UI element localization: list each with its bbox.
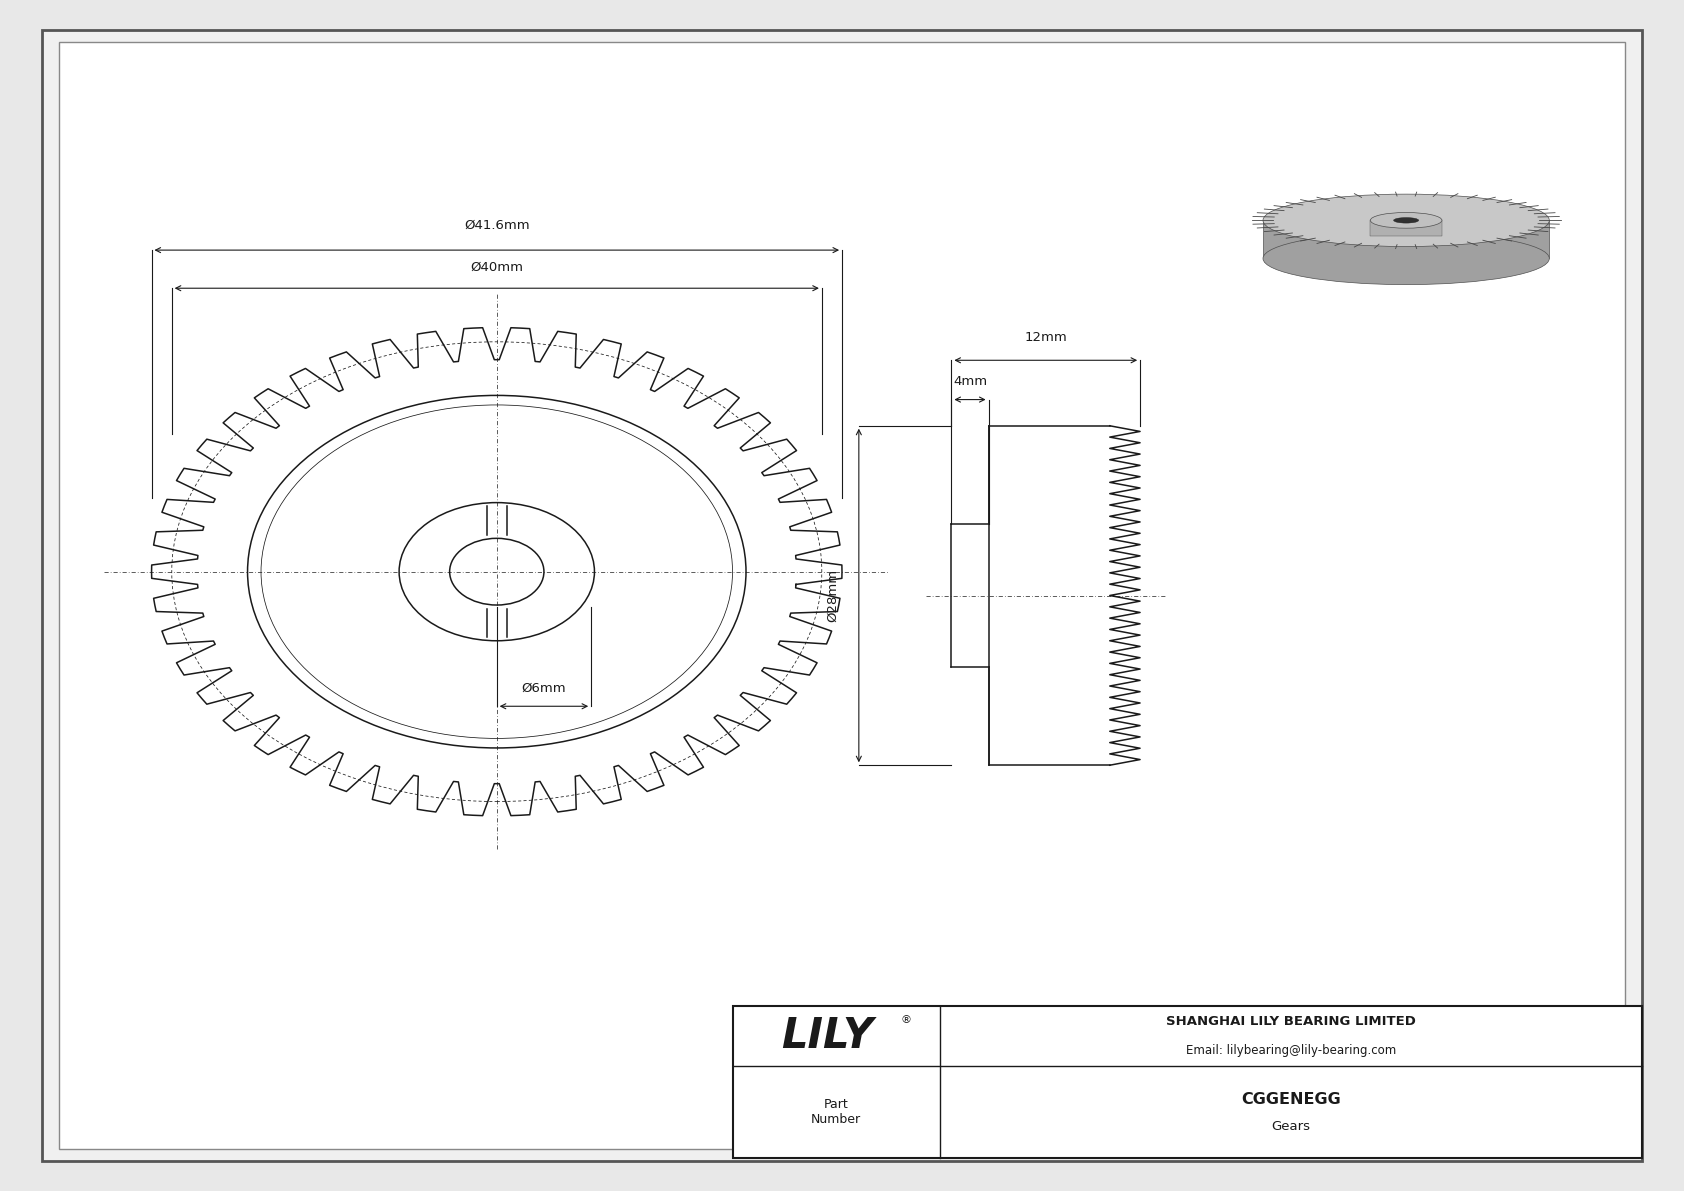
Ellipse shape [1263, 194, 1549, 247]
Text: Ø28mm: Ø28mm [825, 569, 839, 622]
Ellipse shape [1394, 218, 1418, 223]
Ellipse shape [1263, 232, 1549, 285]
Text: Ø6mm: Ø6mm [522, 681, 566, 694]
Text: Ø40mm: Ø40mm [470, 261, 524, 274]
Ellipse shape [1371, 212, 1442, 229]
Text: ®: ® [901, 1015, 911, 1024]
Text: 4mm: 4mm [953, 375, 987, 388]
FancyBboxPatch shape [1263, 220, 1549, 258]
Text: LILY: LILY [781, 1015, 874, 1058]
Text: Part
Number: Part Number [812, 1098, 861, 1125]
Text: Email: lilybearing@lily-bearing.com: Email: lilybearing@lily-bearing.com [1186, 1045, 1396, 1056]
Text: SHANGHAI LILY BEARING LIMITED: SHANGHAI LILY BEARING LIMITED [1165, 1016, 1416, 1028]
FancyBboxPatch shape [1371, 220, 1442, 236]
Text: CGGENEGG: CGGENEGG [1241, 1092, 1340, 1108]
Text: 12mm: 12mm [1024, 331, 1068, 343]
Text: Ø41.6mm: Ø41.6mm [465, 219, 529, 232]
Text: Gears: Gears [1271, 1120, 1310, 1133]
Bar [733, 1006, 1642, 1158]
